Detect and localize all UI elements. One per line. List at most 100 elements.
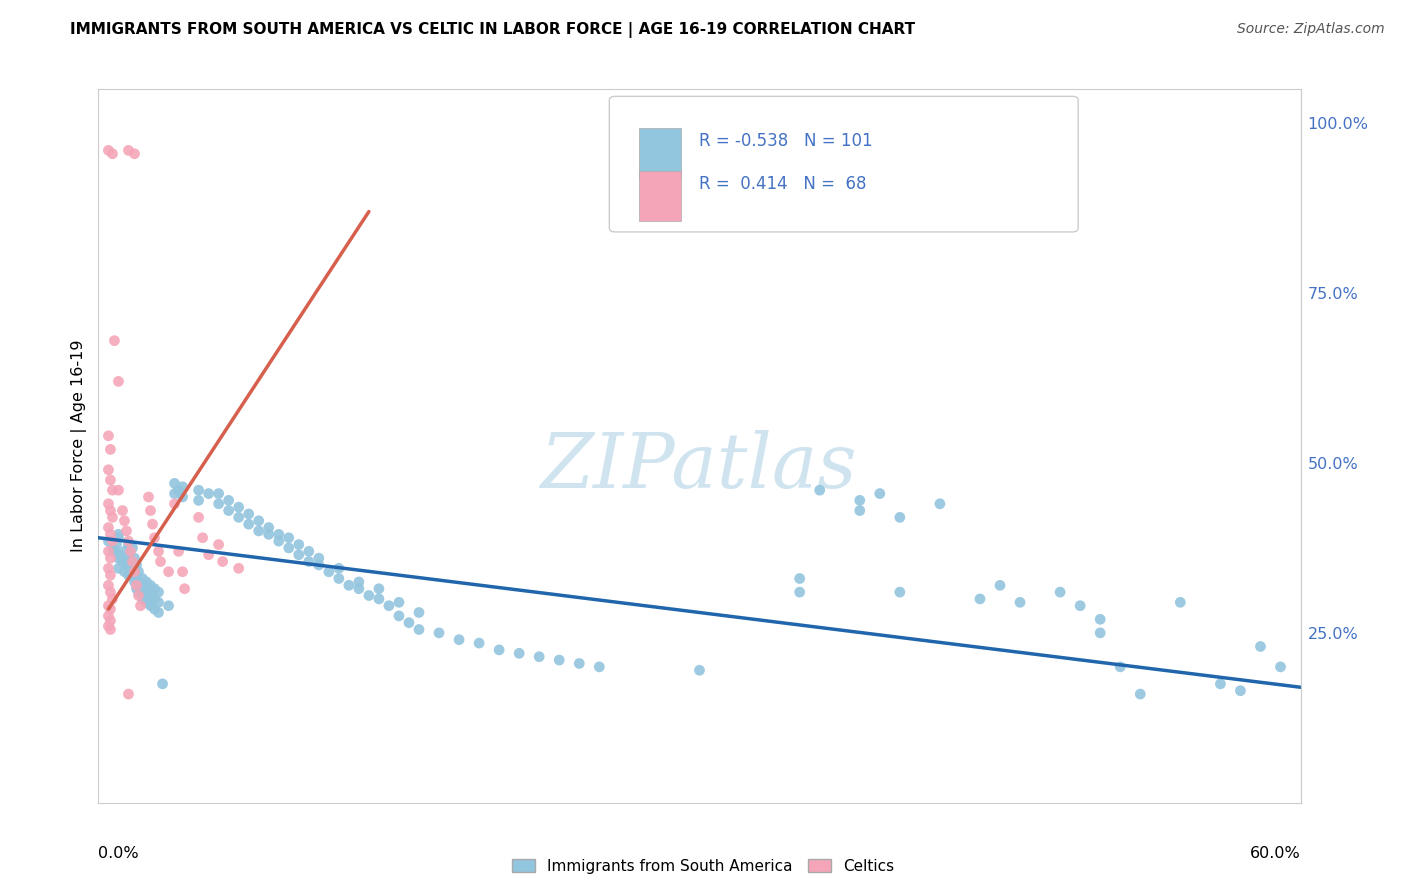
Point bbox=[117, 687, 139, 701]
Point bbox=[97, 561, 120, 575]
Point bbox=[100, 442, 122, 457]
Point bbox=[97, 599, 120, 613]
Point bbox=[849, 503, 872, 517]
Point bbox=[101, 510, 124, 524]
Point bbox=[548, 653, 571, 667]
Point bbox=[187, 493, 209, 508]
Point bbox=[100, 473, 122, 487]
Point bbox=[408, 623, 430, 637]
Point bbox=[124, 565, 146, 579]
Point bbox=[318, 565, 340, 579]
Point bbox=[172, 490, 194, 504]
Point bbox=[101, 146, 124, 161]
Point bbox=[97, 619, 120, 633]
Point bbox=[208, 537, 231, 551]
Point bbox=[125, 578, 148, 592]
Point bbox=[228, 510, 250, 524]
Point bbox=[347, 582, 370, 596]
Point bbox=[100, 623, 122, 637]
Point bbox=[117, 568, 139, 582]
Point bbox=[167, 483, 190, 498]
Point bbox=[97, 608, 120, 623]
Point bbox=[1088, 612, 1111, 626]
Point bbox=[468, 636, 491, 650]
Point bbox=[100, 614, 122, 628]
Point bbox=[1129, 687, 1152, 701]
Point bbox=[167, 544, 190, 558]
Point bbox=[172, 565, 194, 579]
Point bbox=[105, 537, 128, 551]
Point bbox=[128, 578, 150, 592]
Point bbox=[117, 548, 139, 562]
Point bbox=[111, 503, 134, 517]
Point bbox=[1010, 595, 1032, 609]
Point bbox=[398, 615, 420, 630]
Point bbox=[139, 578, 162, 592]
Point bbox=[208, 486, 231, 500]
Point bbox=[143, 582, 166, 596]
Point bbox=[172, 480, 194, 494]
Point bbox=[191, 531, 214, 545]
Point bbox=[148, 595, 170, 609]
Point bbox=[103, 334, 125, 348]
Text: 60.0%: 60.0% bbox=[1250, 846, 1301, 861]
Point bbox=[277, 531, 299, 545]
Point bbox=[238, 507, 260, 521]
Text: Source: ZipAtlas.com: Source: ZipAtlas.com bbox=[1237, 22, 1385, 37]
Point bbox=[121, 555, 143, 569]
Point bbox=[267, 534, 290, 549]
Point bbox=[1069, 599, 1091, 613]
Point bbox=[97, 534, 120, 549]
Point bbox=[347, 574, 370, 589]
Point bbox=[135, 574, 157, 589]
Point bbox=[337, 578, 360, 592]
Point bbox=[238, 517, 260, 532]
Point bbox=[218, 503, 240, 517]
Point bbox=[357, 589, 380, 603]
Point bbox=[988, 578, 1011, 592]
Point bbox=[128, 565, 150, 579]
Point bbox=[388, 595, 411, 609]
Point bbox=[124, 146, 146, 161]
Point bbox=[114, 514, 136, 528]
Point bbox=[148, 544, 170, 558]
Point bbox=[969, 591, 991, 606]
Point bbox=[257, 520, 280, 534]
Point bbox=[107, 375, 129, 389]
Point bbox=[121, 541, 143, 555]
Point bbox=[197, 486, 219, 500]
Point bbox=[197, 548, 219, 562]
FancyBboxPatch shape bbox=[640, 171, 682, 221]
Point bbox=[107, 527, 129, 541]
Point bbox=[298, 555, 321, 569]
Point bbox=[97, 144, 120, 158]
Point bbox=[141, 517, 163, 532]
Point bbox=[97, 520, 120, 534]
FancyBboxPatch shape bbox=[640, 128, 682, 178]
Point bbox=[97, 429, 120, 443]
Point bbox=[163, 486, 186, 500]
Text: R = -0.538   N = 101: R = -0.538 N = 101 bbox=[700, 132, 873, 150]
Point bbox=[97, 544, 120, 558]
Point bbox=[247, 514, 270, 528]
Point bbox=[447, 632, 470, 647]
Point bbox=[139, 589, 162, 603]
Point bbox=[408, 606, 430, 620]
Point bbox=[1229, 683, 1251, 698]
Point bbox=[107, 531, 129, 545]
Point bbox=[889, 510, 911, 524]
Point bbox=[111, 555, 134, 569]
FancyBboxPatch shape bbox=[609, 96, 1078, 232]
Point bbox=[488, 643, 510, 657]
Point bbox=[288, 548, 311, 562]
Point bbox=[218, 493, 240, 508]
Point bbox=[143, 531, 166, 545]
Point bbox=[103, 544, 125, 558]
Point bbox=[121, 555, 143, 569]
Point bbox=[138, 490, 160, 504]
Point bbox=[508, 646, 530, 660]
Point bbox=[808, 483, 831, 498]
Point bbox=[1170, 595, 1192, 609]
Point bbox=[378, 599, 401, 613]
Point bbox=[308, 558, 330, 572]
